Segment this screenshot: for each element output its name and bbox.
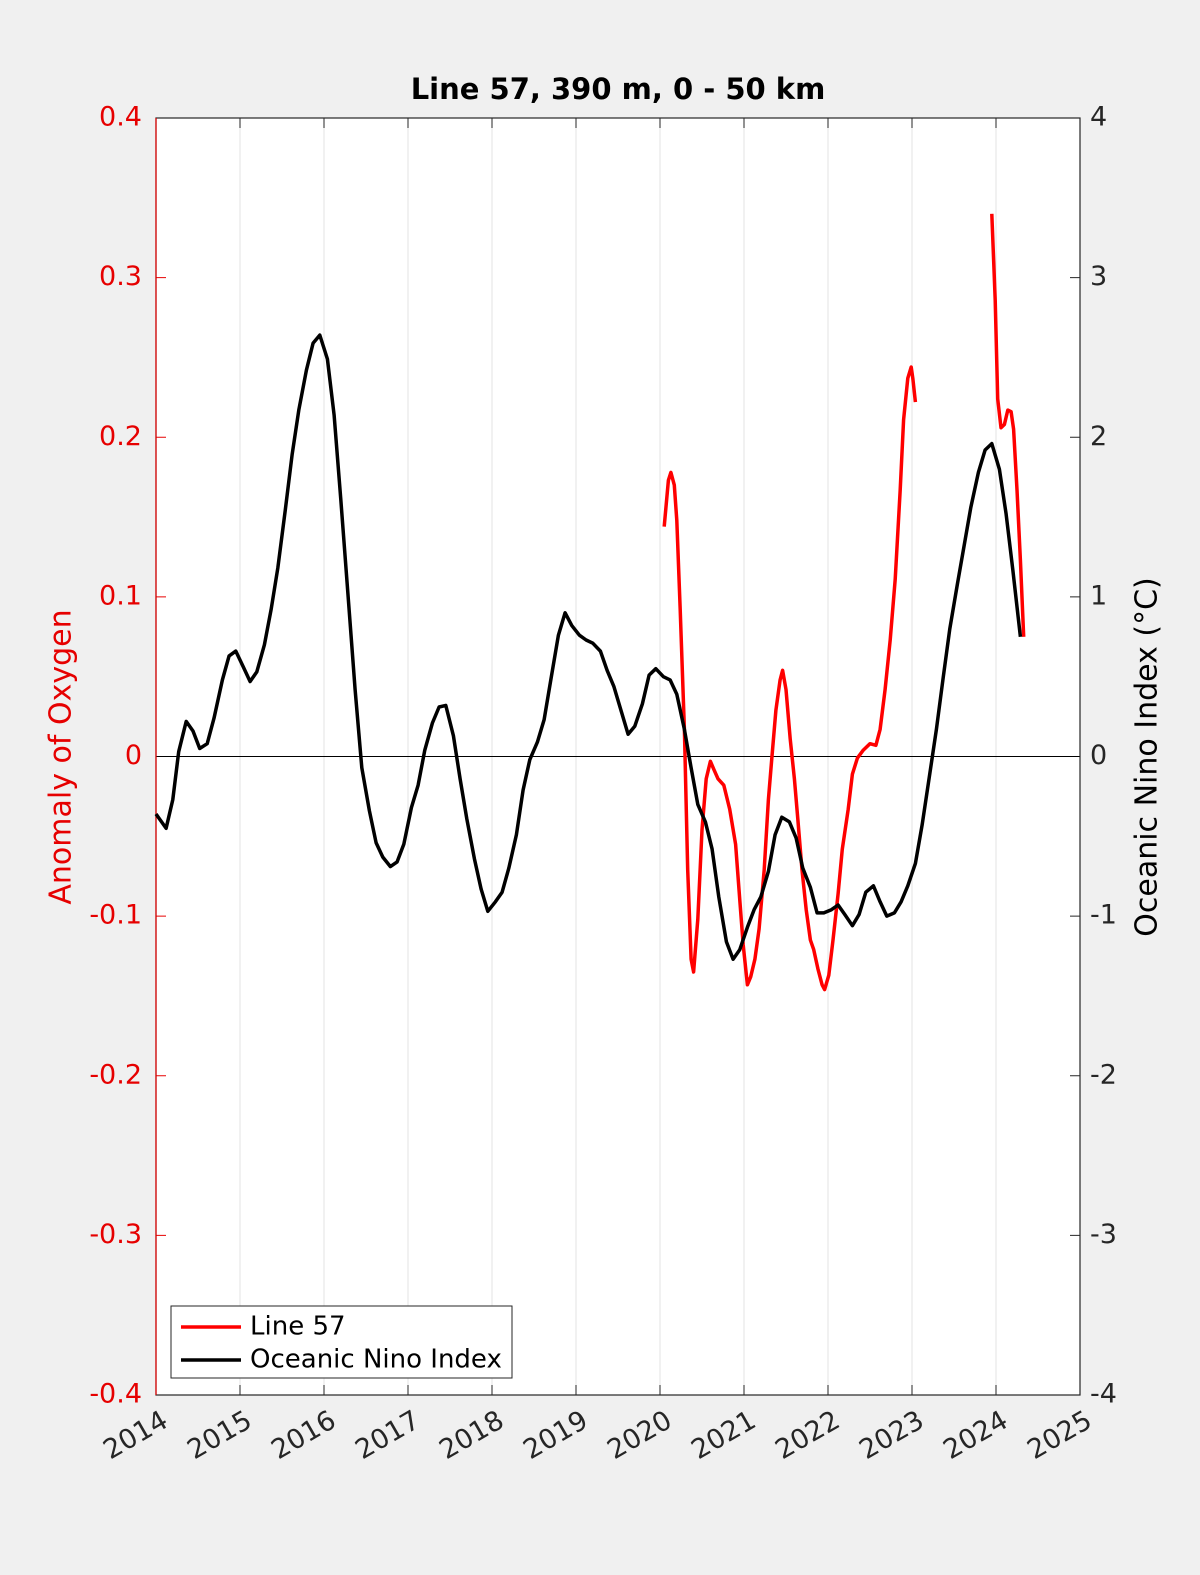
y2-tick-label: -2	[1090, 1059, 1117, 1090]
data-line	[154, 333, 1023, 961]
x-tick-label: 2024	[938, 1405, 1013, 1466]
y-axis-label: Anomaly of Oxygen	[44, 609, 79, 904]
x-tick-label: 2016	[266, 1405, 341, 1466]
y-tick-label: 0	[125, 740, 142, 771]
legend-box	[170, 1305, 513, 1379]
y2-tick-label: -3	[1090, 1219, 1117, 1250]
x-tick-label: 2023	[854, 1405, 929, 1466]
y-tick-label: 0.3	[99, 261, 142, 292]
chart-title: Line 57, 390 m, 0 - 50 km	[411, 72, 826, 106]
x-tick-label: 2015	[182, 1405, 257, 1466]
x-tick-label: 2017	[350, 1405, 425, 1466]
y2-tick-label: 4	[1090, 102, 1107, 133]
x-tick-label: 2025	[1022, 1405, 1097, 1466]
x-tick-label: 2021	[686, 1405, 761, 1466]
legend-label: Oceanic Nino Index	[250, 1345, 502, 1375]
y-tick-label: 0.4	[99, 102, 142, 133]
legend-label: Line 57	[250, 1312, 346, 1342]
x-tick-label: 2018	[434, 1405, 509, 1466]
y-tick-label: -0.3	[89, 1219, 142, 1250]
y2-tick-label: 3	[1090, 261, 1107, 292]
y-tick-label: -0.4	[89, 1379, 142, 1410]
x-tick-label: 2019	[518, 1405, 593, 1466]
y-tick-label: 0.1	[99, 580, 142, 611]
y2-tick-label: 1	[1090, 580, 1107, 611]
x-tick-label: 2014	[98, 1405, 173, 1466]
x-tick-label: 2022	[770, 1405, 845, 1466]
y2-tick-label: 0	[1090, 740, 1107, 771]
y2-tick-label: 2	[1090, 421, 1107, 452]
y2-axis-label: Oceanic Nino Index (°C)	[1130, 577, 1165, 937]
x-tick-label: 2020	[602, 1405, 677, 1466]
y2-tick-label: -4	[1090, 1379, 1117, 1410]
y-tick-label: -0.1	[89, 900, 142, 931]
data-line	[662, 213, 1026, 992]
y-tick-label: 0.2	[99, 421, 142, 452]
y2-tick-label: -1	[1090, 900, 1117, 931]
y-tick-label: -0.2	[89, 1059, 142, 1090]
